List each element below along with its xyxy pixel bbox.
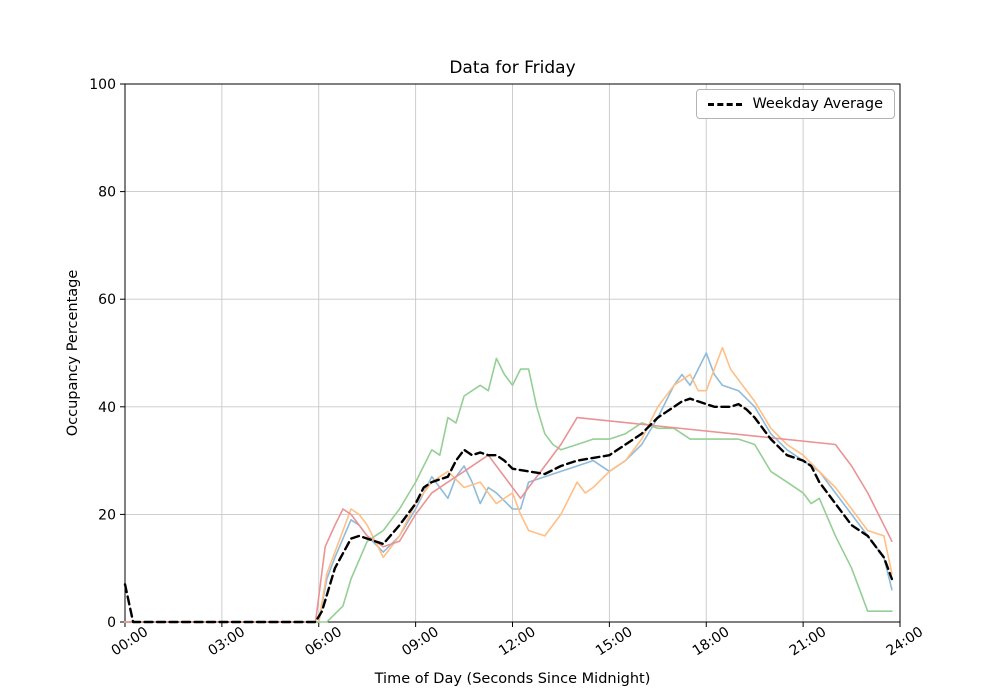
y-tick-label: 40 bbox=[98, 400, 116, 416]
x-tick-label: 06:00 bbox=[302, 624, 345, 659]
series-line-green bbox=[124, 357, 893, 623]
y-tick-label: 100 bbox=[89, 77, 116, 93]
y-tick-label: 20 bbox=[98, 507, 116, 523]
series-line-weekday_average bbox=[123, 397, 894, 624]
chart-title: Data for Friday bbox=[449, 58, 576, 78]
x-axis-label: Time of Day (Seconds Since Midnight) bbox=[374, 671, 651, 687]
weekday-average-dashed-line-sample bbox=[708, 102, 743, 106]
legend-label: Weekday Average bbox=[752, 96, 883, 112]
y-tick-label: 80 bbox=[98, 185, 116, 201]
x-tick-label: 18:00 bbox=[690, 624, 733, 659]
series-line-red bbox=[124, 416, 893, 623]
y-tick-label: 0 bbox=[107, 615, 116, 631]
x-tick-label: 03:00 bbox=[205, 624, 248, 659]
x-tick-label: 09:00 bbox=[399, 624, 442, 659]
x-tick-label: 12:00 bbox=[496, 624, 539, 659]
x-tick-label: 15:00 bbox=[593, 624, 636, 659]
x-tick-label: 24:00 bbox=[884, 624, 927, 659]
x-tick-label: 21:00 bbox=[787, 624, 830, 659]
series-line-blue bbox=[124, 352, 893, 623]
series-line-orange bbox=[124, 346, 893, 623]
y-tick-label: 60 bbox=[98, 292, 116, 308]
legend: Weekday Average bbox=[696, 89, 895, 119]
